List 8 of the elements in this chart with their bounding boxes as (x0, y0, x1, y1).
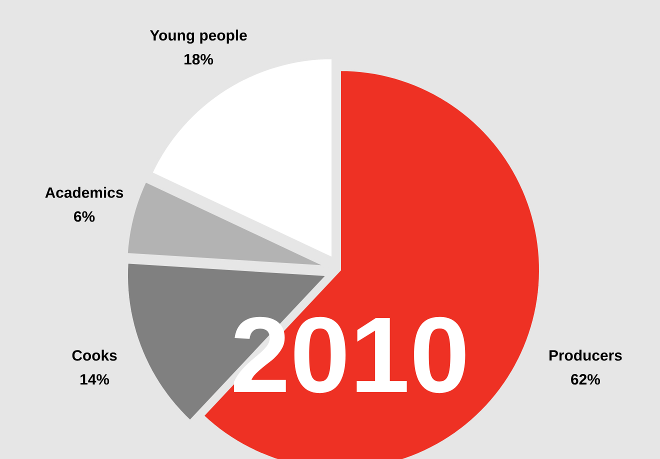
data-label: 14% (80, 374, 110, 385)
slice-label: Academics (45, 186, 124, 198)
slice-label: Cooks (72, 350, 117, 361)
data-label: 62% (571, 374, 600, 385)
slice-label: Young people (150, 30, 247, 44)
data-label: 18% (184, 54, 214, 65)
data-label: 6% (74, 211, 95, 222)
slice-label: Producers (550, 350, 622, 361)
